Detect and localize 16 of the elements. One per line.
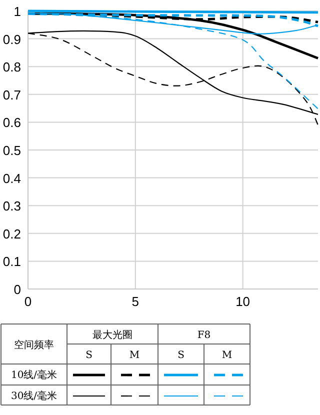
y-tick-label: 0.4 <box>2 170 21 186</box>
y-tick-label: 0.3 <box>2 198 21 214</box>
y-tick-label: 0.2 <box>2 226 21 242</box>
legend-title: 空间频率 <box>14 339 54 351</box>
y-tick-label: 0 <box>14 282 21 297</box>
y-tick-label: 0.9 <box>2 32 21 47</box>
x-tick-label: 0 <box>24 294 32 309</box>
x-tick-label: 5 <box>132 294 140 309</box>
y-tick-label: 0.7 <box>2 87 21 102</box>
y-tick-label: 0.1 <box>2 254 21 270</box>
y-tick-label: 0.8 <box>2 60 21 75</box>
y-tick-label: 1 <box>14 4 21 19</box>
y-tick-label: 0.5 <box>2 143 21 158</box>
y-tick-label: 0.6 <box>2 115 21 130</box>
x-tick-label: 10 <box>236 294 250 309</box>
legend: 空间频率 最大光圈 F8 S M S M 10线/毫米 30线/毫米 <box>0 324 250 406</box>
